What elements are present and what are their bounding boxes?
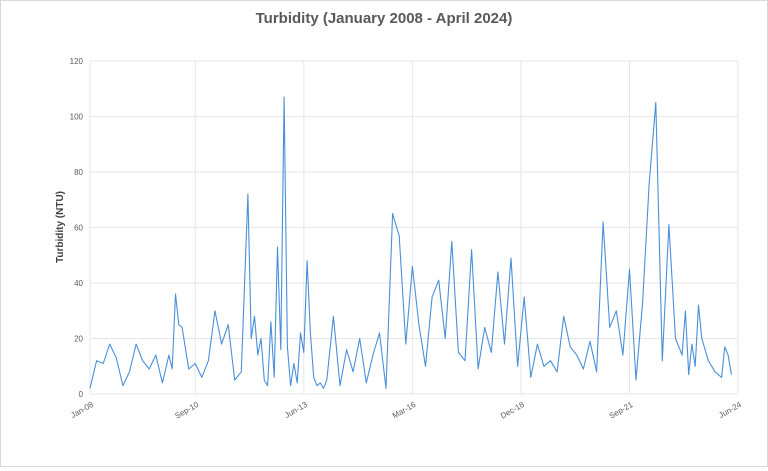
x-tick-label-Sep-10: Sep-10 [173,400,200,421]
y-tick-labels: 0 20 40 60 80 100 120 [70,57,84,399]
x-tick-label-Jun-13: Jun-13 [283,400,309,420]
x-tick-label-Sep-21: Sep-21 [608,400,635,421]
y-tick-label-40: 40 [74,279,83,288]
x-tick-label-Dec-18: Dec-18 [499,400,526,421]
y-tick-label-100: 100 [70,113,84,122]
y-tick-label-0: 0 [79,390,84,399]
y-tick-label-60: 60 [74,224,83,233]
y-gridlines [90,60,738,395]
y-tick-label-120: 120 [70,57,84,66]
y-axis-label: Turbidity (NTU) [55,191,66,263]
x-tick-label-Jan-08: Jan-08 [69,400,95,420]
y-tick-label-80: 80 [74,168,83,177]
chart-title: Turbidity (January 2008 - April 2024) [256,10,513,27]
y-tick-label-20: 20 [74,335,83,344]
x-tick-label-Mar-16: Mar-16 [391,400,418,421]
turbidity-series-line [89,96,732,389]
x-tick-label-Jun-24: Jun-24 [717,400,743,420]
x-tick-labels: Jan-08 Sep-10 Jun-13 Mar-16 Dec-18 Sep-21 Jun-… [69,400,743,421]
